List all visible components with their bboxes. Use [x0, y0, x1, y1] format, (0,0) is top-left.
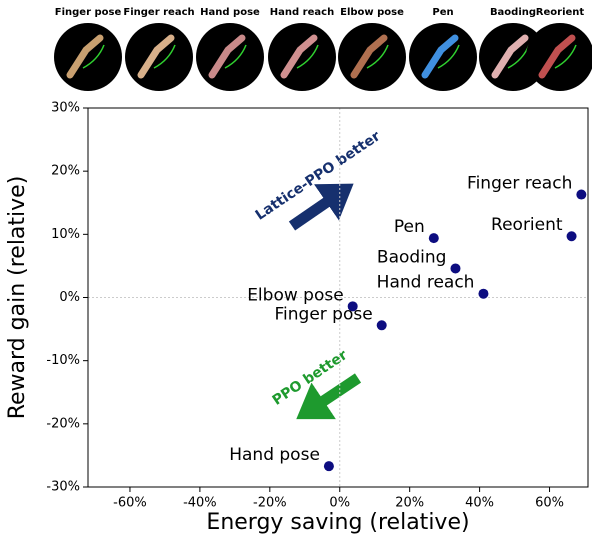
- task-image: [54, 23, 122, 91]
- y-tick-label: 20%: [51, 164, 80, 179]
- task-title: Finger reach: [123, 7, 194, 18]
- task-target: [554, 44, 577, 69]
- point-label: Pen: [394, 217, 425, 237]
- x-axis-label: Energy saving (relative): [206, 510, 469, 535]
- task-figure: [66, 34, 104, 79]
- task-target: [366, 44, 389, 69]
- point-label: Finger reach: [467, 174, 572, 194]
- point-label: Finger pose: [275, 304, 373, 324]
- x-tick-label: 20%: [395, 496, 424, 511]
- x-tick-label: -40%: [183, 496, 217, 511]
- point-label: Baoding: [377, 247, 447, 267]
- task-image: [338, 23, 406, 91]
- task-figure: [538, 34, 576, 79]
- x-tick-label: 60%: [535, 496, 564, 511]
- arrow: [288, 183, 354, 231]
- point: [576, 189, 587, 200]
- y-tick-label: -30%: [46, 480, 80, 495]
- task-title: Pen: [432, 7, 453, 18]
- task-figure: [137, 34, 175, 79]
- point: [566, 231, 577, 242]
- task-target: [153, 44, 176, 69]
- x-tick-label: 40%: [465, 496, 494, 511]
- y-tick-label: -20%: [46, 416, 80, 431]
- y-tick-label: -10%: [46, 353, 80, 368]
- arrow: [296, 373, 362, 420]
- task-image: [125, 23, 193, 91]
- task-target: [437, 44, 460, 69]
- y-axis-label: Reward gain (relative): [5, 176, 30, 420]
- point: [376, 320, 387, 331]
- y-tick-label: 0%: [59, 290, 80, 305]
- task-figure: [280, 34, 318, 79]
- task-image: [268, 23, 336, 91]
- point-label: Reorient: [491, 215, 563, 235]
- task-figure: [491, 34, 529, 79]
- point: [347, 301, 358, 312]
- task-target: [296, 44, 319, 69]
- task-title: Hand reach: [270, 7, 334, 18]
- plot-frame: [87, 107, 589, 488]
- point: [450, 263, 461, 274]
- annotation: PPO better: [270, 347, 351, 409]
- point-label: Hand pose: [229, 445, 320, 465]
- task-title: Elbow pose: [340, 7, 404, 18]
- task-figure: [208, 34, 246, 79]
- task-image: [196, 23, 264, 91]
- point-label: Hand reach: [377, 273, 475, 293]
- task-title: Finger pose: [55, 7, 122, 18]
- point: [478, 288, 489, 299]
- x-tick-label: -20%: [253, 496, 287, 511]
- task-title: Hand pose: [200, 7, 260, 18]
- x-tick-label: -60%: [113, 496, 147, 511]
- y-tick-label: 10%: [51, 227, 80, 242]
- task-figure: [350, 34, 388, 79]
- task-target: [224, 44, 247, 69]
- point: [323, 461, 334, 472]
- x-tick-label: 0%: [329, 496, 350, 511]
- task-figure: [421, 34, 459, 79]
- point-label: Elbow pose: [247, 285, 343, 305]
- task-title: Baoding: [490, 7, 536, 18]
- task-title: Reorient: [536, 7, 585, 18]
- y-tick-label: 30%: [51, 101, 80, 116]
- task-image: [409, 23, 477, 91]
- task-target: [82, 44, 105, 69]
- task-image: [526, 23, 592, 91]
- point: [428, 233, 439, 244]
